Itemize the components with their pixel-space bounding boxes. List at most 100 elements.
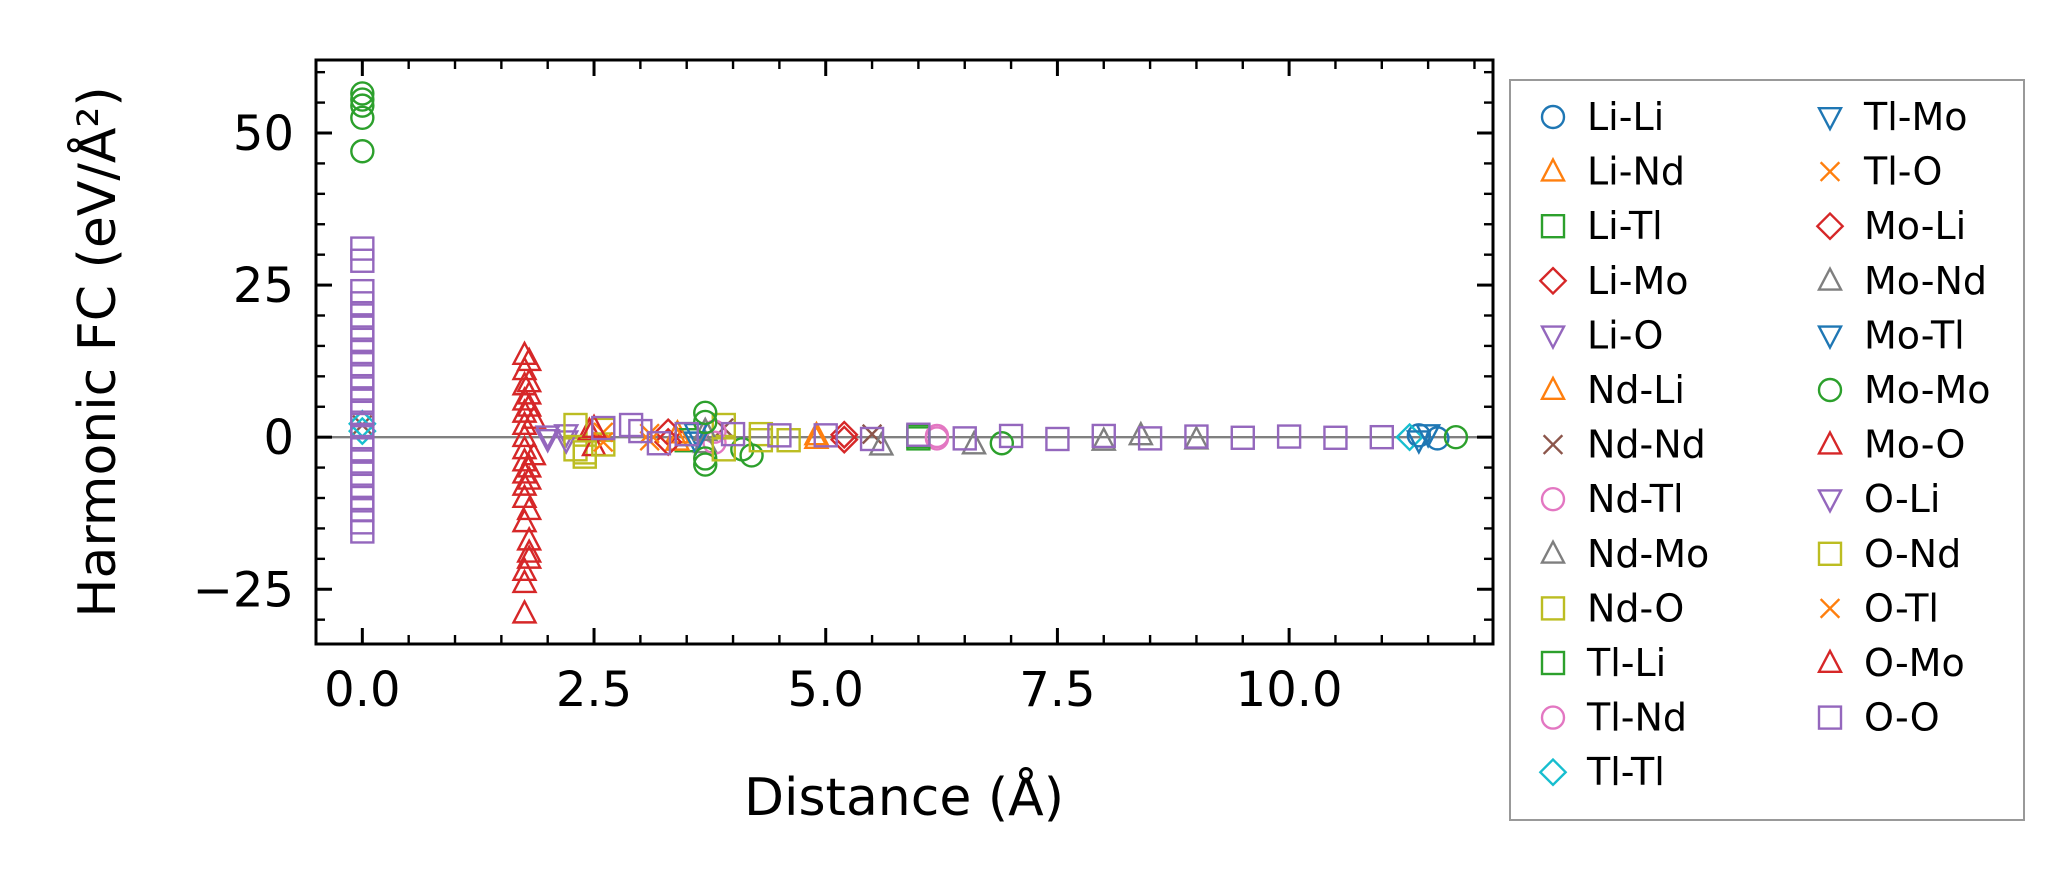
data-point-o-o [1276,424,1302,449]
data-point-o-o [1369,424,1394,450]
legend-item-mo-o: Mo-O [1817,423,1965,467]
legend-label: O-Mo [1864,641,1965,685]
legend-label: Mo-Tl [1864,313,1965,357]
data-point-o-o [952,426,977,451]
y-tick-label: 50 [233,106,294,162]
data-point-mo-mo [350,87,375,112]
legend-marker-li-li [1540,104,1566,130]
data-point-mo-mo [739,443,764,468]
data-point-tl-mo [1405,430,1432,455]
x-tick-label: 7.5 [1019,662,1095,718]
data-point-mo-o [511,446,538,472]
x-tick-label: 10.0 [1236,662,1343,718]
legend-label: Mo-O [1864,423,1965,467]
data-point-mo-o [511,398,538,423]
data-point-mo-mo [350,93,375,118]
legend-frame [1509,79,2025,821]
data-point-mo-tl [1415,424,1442,449]
legend-marker-mo-mo [1817,377,1843,403]
data-point-o-o [1323,425,1348,450]
legend-item-o-mo: O-Mo [1817,641,1965,685]
legend-label: O-Li [1864,477,1940,521]
data-point-mo-o [511,598,538,624]
data-point-mo-o [516,495,543,521]
legend-label: Nd-Tl [1587,477,1684,521]
legend-label: Li-Tl [1587,204,1663,248]
legend-item-nd-nd: Nd-Nd [1542,423,1706,467]
legend-item-o-li: O-Li [1817,477,1940,521]
legend-marker-tl-mo [1817,106,1843,132]
legend-marker-nd-nd [1542,434,1564,455]
data-point-mo-mo [693,446,718,471]
x-tick-label: 5.0 [788,662,864,718]
data-point-mo-o [511,471,538,496]
data-point-mo-mo [350,105,375,130]
data-point-mo-mo [1443,424,1469,450]
data-point-mo-o [511,340,538,366]
legend-marker-mo-tl [1817,325,1843,351]
data-point-mo-o [511,410,538,435]
data-point-o-li [534,425,561,451]
data-point-o-o [618,412,644,438]
legend-label: Li-Li [1587,95,1664,139]
data-point-o-o [674,421,699,447]
data-point-nd-mo [692,428,719,454]
data-point-mo-o [516,525,543,551]
legend-marker-li-mo [1538,266,1568,296]
legend-marker-o-tl [1819,598,1841,619]
x-axis-label: Distance (Å) [744,766,1064,828]
data-point-o-mo [516,379,543,405]
legend-label: Tl-Li [1586,641,1666,685]
data-point-o-mo [516,544,543,569]
legend-item-li-tl: Li-Tl [1540,204,1663,248]
legend-item-o-o: O-O [1817,696,1940,740]
data-point-mo-o [520,440,547,466]
data-point-nd-mo [1090,426,1117,451]
data-point-mo-o [516,367,543,393]
data-point-mo-nd [1127,420,1154,446]
data-point-mo-o [511,458,538,484]
data-point-o-o [646,431,672,456]
y-tick-label: 25 [233,258,294,314]
data-point-o-nd [572,440,597,465]
data-point-o-o [591,415,616,441]
legend-item-nd-li: Nd-Li [1540,368,1685,412]
x-tick-label: 0.0 [324,662,400,718]
data-point-mo-mo [989,431,1015,456]
data-point-o-mo [516,346,543,372]
data-point-mo-mo [693,400,718,426]
y-tick-label: −25 [193,562,294,618]
legend-item-nd-tl: Nd-Tl [1540,477,1684,521]
legend-label: Li-Nd [1587,150,1685,194]
data-point-o-mo [516,465,543,490]
data-point-mo-o [511,422,538,448]
data-point-tl-o [639,430,660,452]
data-point-nd-mo [961,429,987,455]
data-point-o-o [767,423,792,448]
legend-item-o-nd: O-Nd [1817,532,1961,576]
data-point-mo-mo [350,139,375,164]
data-point-mo-mo [693,452,718,477]
data-point-o-o [1184,424,1209,449]
data-point-nd-li [803,420,830,446]
legend-marker-mo-li [1815,211,1845,241]
data-point-o-o [1091,423,1116,449]
data-point-nd-li [664,426,691,451]
data-point-o-o [1045,426,1070,452]
y-tick-label: 0 [263,410,294,466]
legend-marker-tl-o [1819,161,1841,182]
legend-label: Nd-Nd [1587,423,1706,467]
legend-item-li-mo: Li-Mo [1538,259,1688,303]
legend-item-tl-nd: Tl-Nd [1540,696,1687,740]
data-point-o-nd [748,428,774,453]
legend-marker-nd-tl [1540,487,1566,512]
legend-marker-nd-li [1540,375,1566,400]
legend-item-tl-mo: Tl-Mo [1817,95,1968,139]
data-point-o-o [813,423,838,448]
data-point-o-nd [776,428,801,453]
legend-item-tl-li: Tl-Li [1540,641,1666,685]
x-tick-label: 2.5 [556,662,632,718]
legend-item-mo-tl: Mo-Tl [1817,313,1965,357]
legend-label: Tl-O [1863,150,1942,194]
data-point-li-o [534,428,561,454]
